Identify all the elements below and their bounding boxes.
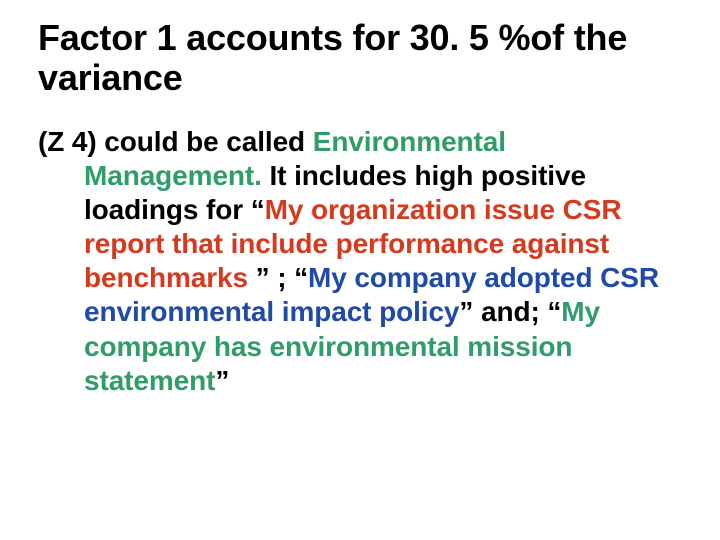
body-run-8: ” — [215, 365, 229, 396]
body-run-4: ” ; “ — [248, 262, 308, 293]
slide-body: (Z 4) could be called Environmental Mana… — [38, 125, 682, 398]
body-run-6: ” and; “ — [459, 296, 561, 327]
slide: Factor 1 accounts for 30. 5 %of the vari… — [0, 0, 720, 540]
slide-title: Factor 1 accounts for 30. 5 %of the vari… — [38, 18, 682, 99]
body-run-0: (Z 4) could be called — [38, 126, 313, 157]
